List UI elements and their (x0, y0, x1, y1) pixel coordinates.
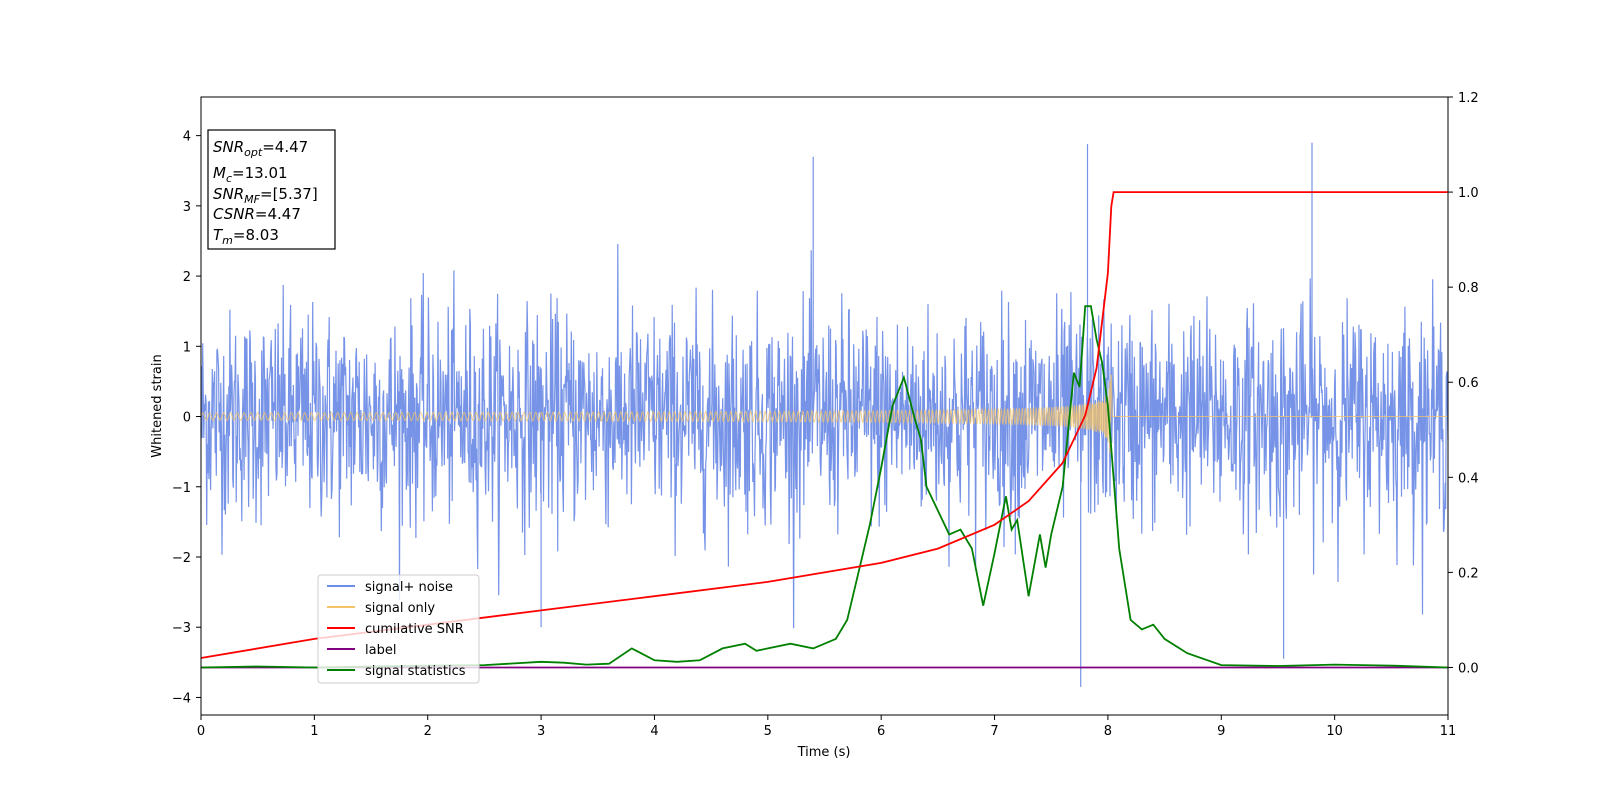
y-tick-label-left: 1 (183, 340, 191, 355)
mc-text: Mc=13.01 (213, 164, 288, 185)
legend: signal+ noise signal only cumilative SNR… (317, 574, 480, 684)
series-signal-only-line (200, 374, 1448, 454)
x-tick-label: 10 (1326, 724, 1343, 739)
x-tick-label: 8 (1104, 724, 1112, 739)
x-tick-label: 11 (1440, 724, 1457, 739)
y-axis-right: 0.0 0.2 0.4 0.6 0.8 1.0 1.2 (1448, 91, 1479, 676)
x-tick-label: 3 (537, 724, 545, 739)
x-tick-label: 2 (424, 724, 432, 739)
x-tick-label: 9 (1217, 724, 1225, 739)
x-axis: 0 1 2 3 4 5 6 7 8 9 10 11 (197, 715, 1456, 739)
legend-label-label: label (365, 643, 396, 658)
y-tick-label-right: 1.0 (1458, 186, 1479, 201)
y-tick-label-right: 1.2 (1458, 91, 1479, 106)
x-tick-label: 5 (764, 724, 772, 739)
series-cumulative-snr-line (200, 191, 1448, 659)
y-tick-label-left: 0 (183, 411, 191, 426)
series-signal-noise-line (200, 142, 1449, 687)
y-tick-label-left: −4 (172, 691, 191, 706)
x-axis-label: Time (s) (797, 745, 851, 760)
y-tick-label-right: 0.8 (1458, 281, 1479, 296)
x-tick-label: 1 (310, 724, 318, 739)
snr-mf-text: SNRMF=[5.37] (213, 185, 318, 206)
y-tick-label-left: −3 (172, 621, 191, 636)
tm-text: Tm=8.03 (213, 226, 279, 247)
y-tick-label-right: 0.0 (1458, 661, 1479, 676)
y-tick-label-left: 3 (183, 200, 191, 215)
legend-label-cumulative-snr: cumilative SNR (365, 622, 464, 637)
snr-opt-text: SNRopt=4.47 (213, 138, 308, 159)
y-tick-label-right: 0.6 (1458, 376, 1479, 391)
plot-frame (200, 96, 1449, 716)
y-axis-label: Whitened strain (150, 354, 165, 457)
x-tick-label: 7 (990, 724, 998, 739)
series-signal-statistics-line (200, 305, 1449, 669)
y-tick-label-right: 0.2 (1458, 566, 1479, 581)
plot-content (200, 142, 1449, 687)
x-tick-label: 0 (197, 724, 205, 739)
y-tick-label-left: 2 (183, 270, 191, 285)
y-tick-label-left: −1 (172, 481, 191, 496)
x-tick-label: 4 (650, 724, 658, 739)
y-axis-left: −4 −3 −2 −1 0 1 2 3 4 (172, 130, 201, 706)
y-tick-label-left: −2 (172, 551, 191, 566)
csnr-text: CSNR=4.47 (213, 205, 301, 223)
legend-label-signal-statistics: signal statistics (365, 664, 466, 679)
y-tick-label-left: 4 (183, 130, 191, 145)
legend-label-signal-noise: signal+ noise (365, 580, 453, 595)
y-tick-label-right: 0.4 (1458, 471, 1479, 486)
legend-label-signal-only: signal only (365, 601, 435, 616)
stats-annotation-box: SNRopt=4.47 Mc=13.01 SNRMF=[5.37] CSNR=4… (207, 129, 336, 250)
x-tick-label: 6 (877, 724, 885, 739)
